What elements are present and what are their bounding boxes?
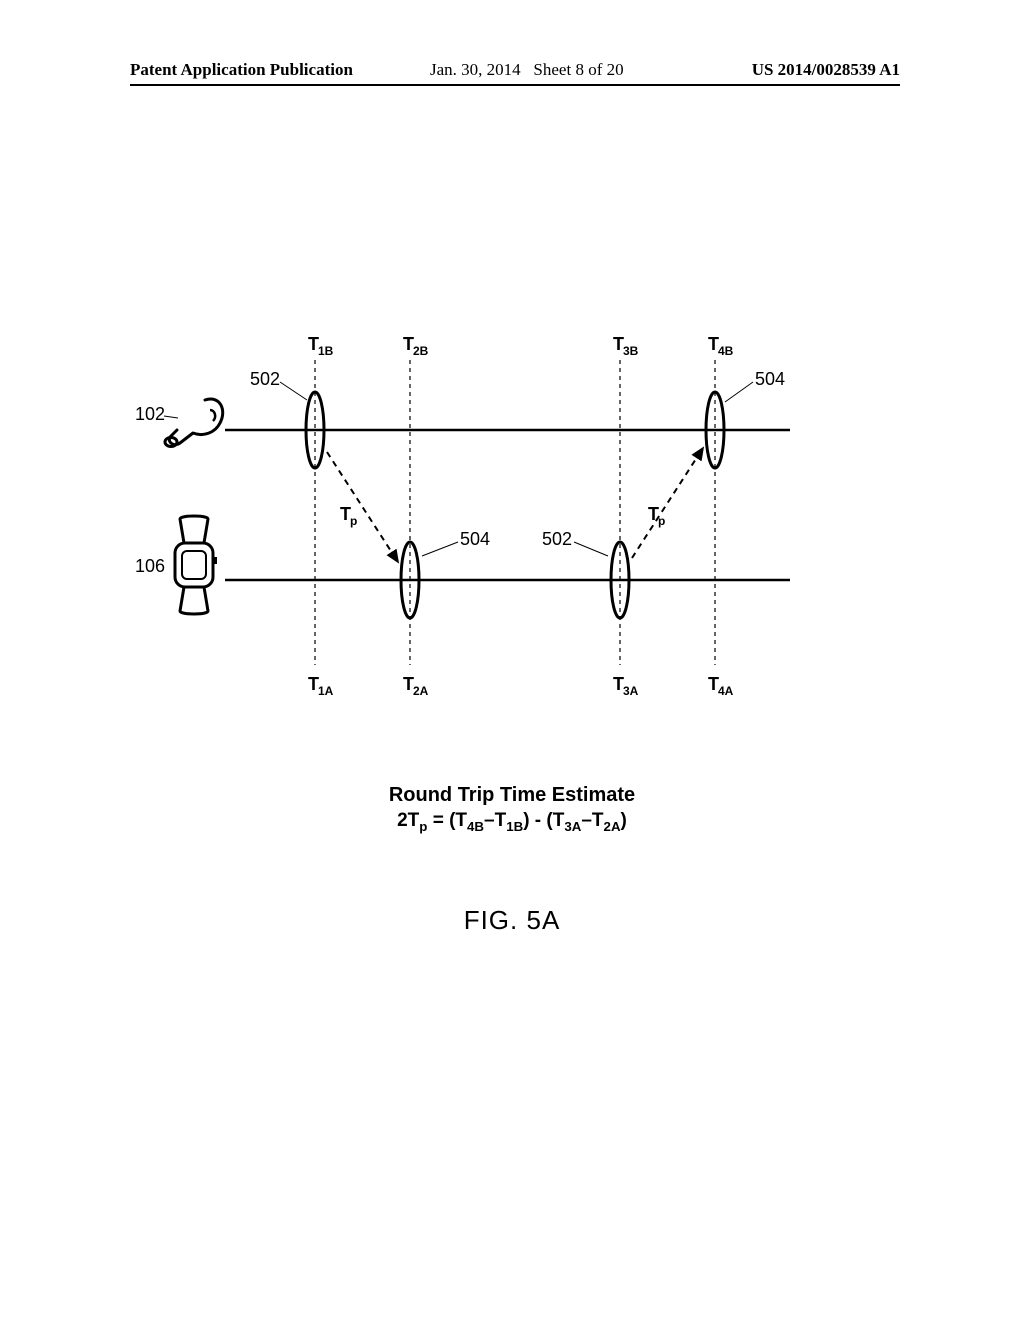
ref-502-topleft: 502	[250, 369, 280, 389]
earpiece-icon	[165, 399, 223, 446]
svg-text:2A: 2A	[413, 684, 429, 698]
label-tp-right: Tp	[648, 504, 665, 528]
label-t1b: T1B	[308, 334, 334, 358]
label-t2a: T2A	[403, 674, 429, 698]
svg-text:3A: 3A	[623, 684, 639, 698]
arrow-up	[632, 448, 703, 558]
svg-text:1A: 1A	[318, 684, 334, 698]
label-t2b: T2B	[403, 334, 429, 358]
ref-102-line	[164, 416, 178, 418]
svg-text:1B: 1B	[318, 344, 334, 358]
diagram-svg: T1B T2B T3B T4B T1A T2A T3A T4A	[130, 320, 900, 760]
header-rule	[130, 84, 900, 86]
label-t4b: T4B	[708, 334, 734, 358]
ref-504-topright: 504	[755, 369, 785, 389]
page: Patent Application Publication Jan. 30, …	[0, 0, 1024, 1320]
header-date: Jan. 30, 2014	[430, 60, 521, 79]
rtt-title: Round Trip Time Estimate	[0, 784, 1024, 807]
arrow-down	[327, 452, 398, 562]
svg-text:p: p	[658, 514, 665, 528]
ref-102: 102	[135, 404, 165, 424]
ref-504-mid-line	[422, 542, 458, 556]
header-sheet: Sheet 8 of 20	[533, 60, 623, 79]
svg-text:4B: 4B	[718, 344, 734, 358]
watch-icon	[175, 516, 217, 614]
ref-502-mid-line	[574, 542, 608, 556]
label-t4a: T4A	[708, 674, 734, 698]
figure-caption: FIG. 5A	[0, 905, 1024, 936]
svg-text:4A: 4A	[718, 684, 734, 698]
ref-502-mid: 502	[542, 529, 572, 549]
label-t3a: T3A	[613, 674, 639, 698]
label-tp-left: Tp	[340, 504, 357, 528]
ref-502-topleft-line	[280, 382, 307, 400]
label-t1a: T1A	[308, 674, 334, 698]
svg-text:2B: 2B	[413, 344, 429, 358]
label-t3b: T3B	[613, 334, 639, 358]
ref-106: 106	[135, 556, 165, 576]
svg-text:3B: 3B	[623, 344, 639, 358]
ref-504-topright-line	[725, 382, 753, 402]
ref-504-mid: 504	[460, 529, 490, 549]
header-pubnum: US 2014/0028539 A1	[752, 60, 900, 80]
svg-text:p: p	[350, 514, 357, 528]
header-publication: Patent Application Publication	[130, 60, 353, 80]
header-date-sheet: Jan. 30, 2014 Sheet 8 of 20	[430, 60, 624, 80]
rtt-equation: 2Tp = (T4B–T1B) - (T3A–T2A)	[0, 810, 1024, 834]
